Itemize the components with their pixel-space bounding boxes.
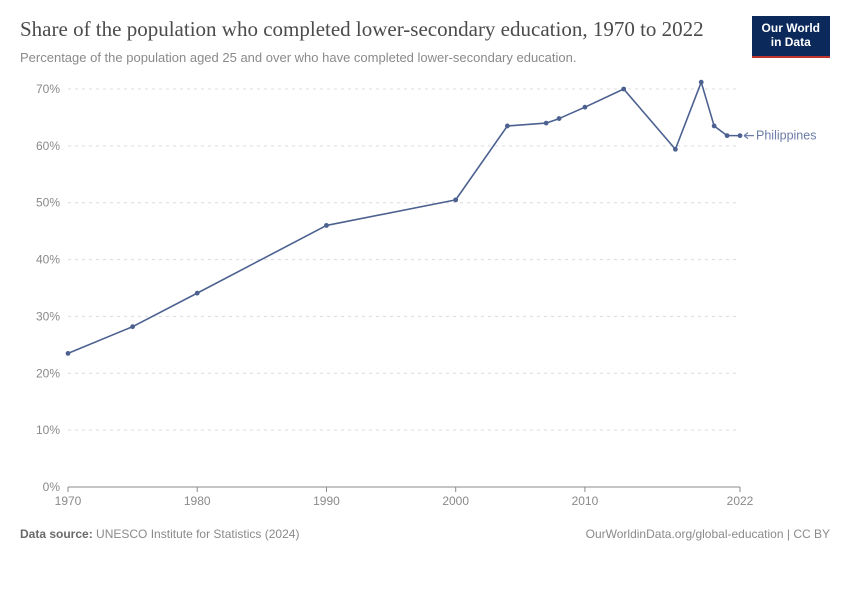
footer: Data source: UNESCO Institute for Statis… xyxy=(20,527,830,541)
y-axis-label: 70% xyxy=(36,82,60,96)
x-axis-label: 1990 xyxy=(313,494,340,508)
data-point xyxy=(583,105,588,110)
series-label-arrow-icon xyxy=(744,133,754,139)
data-point xyxy=(621,87,626,92)
x-axis-label: 2000 xyxy=(442,494,469,508)
x-axis-label: 1980 xyxy=(184,494,211,508)
chart-container: Share of the population who completed lo… xyxy=(0,0,850,600)
y-axis-label: 0% xyxy=(43,480,61,494)
data-point xyxy=(738,134,743,139)
series-label: Philippines xyxy=(756,129,816,143)
data-point xyxy=(195,291,200,296)
y-axis-label: 10% xyxy=(36,424,60,438)
y-axis-label: 50% xyxy=(36,196,60,210)
header: Share of the population who completed lo… xyxy=(20,16,830,67)
logo-line1: Our World xyxy=(762,21,820,35)
source-text: UNESCO Institute for Statistics (2024) xyxy=(96,527,299,541)
title-block: Share of the population who completed lo… xyxy=(20,16,752,67)
logo-line2: in Data xyxy=(771,35,811,49)
source-label: Data source: xyxy=(20,527,93,541)
series-line-philippines xyxy=(68,83,740,354)
data-point xyxy=(557,117,562,122)
y-axis-label: 30% xyxy=(36,310,60,324)
owid-logo: Our World in Data xyxy=(752,16,830,58)
line-chart-svg: 0% 10% 20% 30% 40% 50% 60% 70% 1970 1980 1990 2000 2… xyxy=(20,77,830,517)
data-source: Data source: UNESCO Institute for Statis… xyxy=(20,527,299,541)
y-axis-label: 40% xyxy=(36,253,60,267)
chart-subtitle: Percentage of the population aged 25 and… xyxy=(20,49,736,67)
x-axis-label: 2022 xyxy=(727,494,754,508)
chart-area: 0% 10% 20% 30% 40% 50% 60% 70% 1970 1980 1990 2000 2… xyxy=(20,77,830,517)
x-axis-label: 2010 xyxy=(572,494,599,508)
y-axis-label: 60% xyxy=(36,139,60,153)
x-axis-label: 1970 xyxy=(55,494,82,508)
chart-title: Share of the population who completed lo… xyxy=(20,16,736,43)
data-point xyxy=(324,224,329,229)
data-point xyxy=(699,80,704,85)
attribution: OurWorldinData.org/global-education | CC… xyxy=(586,527,830,541)
data-point xyxy=(544,121,549,126)
data-point xyxy=(712,124,717,129)
data-point xyxy=(725,134,730,139)
data-point xyxy=(66,351,71,356)
data-point xyxy=(673,147,678,152)
data-point xyxy=(453,198,458,203)
data-point xyxy=(505,124,510,129)
y-axis-label: 20% xyxy=(36,367,60,381)
data-point xyxy=(130,325,135,330)
